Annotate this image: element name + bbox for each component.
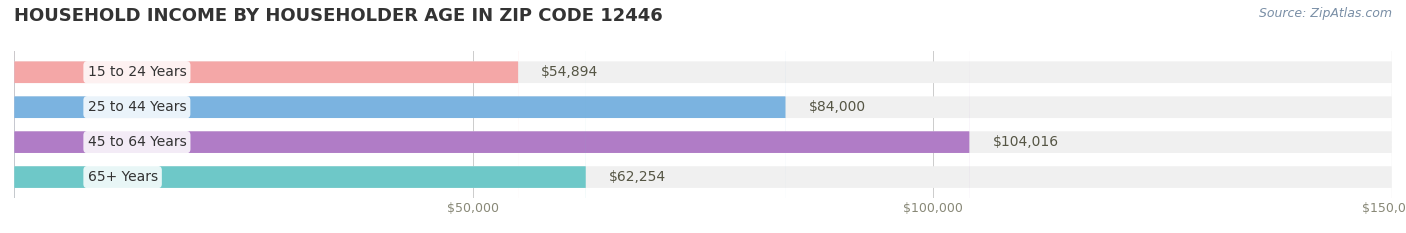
- FancyBboxPatch shape: [14, 0, 586, 233]
- Text: 15 to 24 Years: 15 to 24 Years: [87, 65, 187, 79]
- Text: $54,894: $54,894: [541, 65, 599, 79]
- Text: 45 to 64 Years: 45 to 64 Years: [87, 135, 187, 149]
- Text: $104,016: $104,016: [993, 135, 1059, 149]
- FancyBboxPatch shape: [14, 0, 786, 233]
- Text: $62,254: $62,254: [609, 170, 666, 184]
- FancyBboxPatch shape: [14, 0, 1392, 233]
- FancyBboxPatch shape: [14, 0, 1392, 233]
- Text: $84,000: $84,000: [808, 100, 866, 114]
- Text: 65+ Years: 65+ Years: [87, 170, 157, 184]
- Text: 25 to 44 Years: 25 to 44 Years: [87, 100, 186, 114]
- FancyBboxPatch shape: [14, 0, 970, 233]
- FancyBboxPatch shape: [14, 0, 1392, 233]
- Text: HOUSEHOLD INCOME BY HOUSEHOLDER AGE IN ZIP CODE 12446: HOUSEHOLD INCOME BY HOUSEHOLDER AGE IN Z…: [14, 7, 662, 25]
- Text: Source: ZipAtlas.com: Source: ZipAtlas.com: [1258, 7, 1392, 20]
- FancyBboxPatch shape: [14, 0, 519, 233]
- FancyBboxPatch shape: [14, 0, 1392, 233]
